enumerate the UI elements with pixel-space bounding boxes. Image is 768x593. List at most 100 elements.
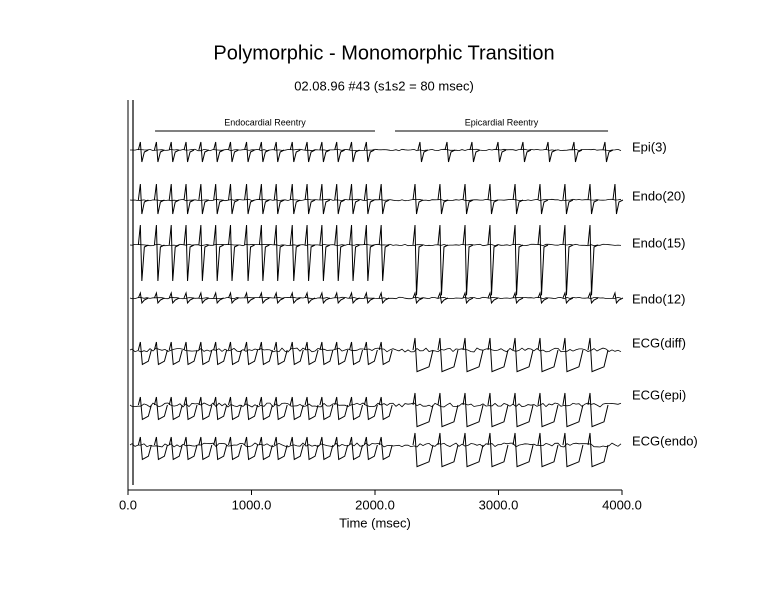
beat: [273, 436, 288, 461]
beat: [213, 291, 224, 305]
beat: [512, 337, 534, 373]
beat: [487, 291, 499, 305]
beat: [304, 291, 316, 305]
x-tick-label: 1000.0: [232, 497, 272, 512]
beat: [334, 224, 345, 282]
beat: [213, 183, 224, 215]
beat: [612, 183, 624, 215]
beat: [289, 224, 301, 282]
beat: [520, 141, 532, 163]
trace-label: ECG(epi): [632, 387, 686, 402]
beat: [198, 291, 210, 305]
beat: [319, 341, 334, 366]
beat: [213, 436, 228, 461]
beat: [183, 436, 198, 461]
beat: [462, 291, 474, 305]
beat: [304, 396, 319, 421]
beat: [363, 183, 375, 215]
beat: [349, 224, 360, 282]
beat: [258, 291, 270, 305]
beat: [137, 396, 152, 421]
beat: [562, 291, 574, 305]
beat: [437, 432, 459, 468]
beat: [571, 141, 583, 163]
trace-label: Endo(20): [632, 188, 685, 203]
beat: [349, 396, 364, 421]
beat: [183, 291, 195, 305]
beat: [168, 436, 183, 461]
beat: [412, 337, 434, 373]
x-tick-label: 3000.0: [479, 497, 519, 512]
beat: [444, 141, 456, 163]
beat: [487, 183, 499, 215]
beat: [363, 341, 378, 366]
beat: [334, 436, 349, 461]
beat: [334, 341, 349, 366]
beat: [244, 436, 259, 461]
annotation: Epicardial Reentry: [465, 117, 539, 127]
beat: [228, 341, 242, 366]
beat: [462, 224, 474, 296]
beat: [378, 291, 390, 305]
beat: [319, 141, 331, 163]
beat: [319, 396, 334, 421]
beat: [487, 392, 509, 428]
beat: [183, 224, 195, 282]
beat: [334, 291, 345, 305]
beat: [289, 183, 301, 215]
beat: [562, 183, 574, 215]
beat: [273, 224, 285, 282]
beat: [495, 141, 507, 163]
beat: [437, 291, 449, 305]
beat: [228, 436, 242, 461]
beat: [289, 341, 304, 366]
beat: [244, 141, 255, 163]
beat: [512, 432, 534, 468]
beat: [319, 436, 334, 461]
beat: [487, 337, 509, 373]
beat: [289, 396, 304, 421]
trace-label: Epi(3): [632, 139, 667, 154]
beat: [562, 337, 584, 373]
beat: [462, 337, 484, 373]
beat: [137, 341, 152, 366]
beat: [587, 337, 609, 373]
beat: [213, 341, 228, 366]
beat: [153, 436, 168, 461]
beat: [512, 183, 524, 215]
beat: [213, 224, 224, 282]
x-tick-label: 0.0: [119, 497, 137, 512]
beat: [437, 337, 459, 373]
trace-label: Endo(12): [632, 291, 685, 306]
beat: [304, 436, 319, 461]
trace-label: Endo(15): [632, 235, 685, 250]
beat: [437, 183, 449, 215]
beat: [487, 432, 509, 468]
beat: [378, 183, 390, 215]
beat: [587, 291, 599, 305]
beat: [137, 436, 152, 461]
beat: [587, 224, 599, 296]
beat: [319, 291, 331, 305]
beat: [258, 436, 273, 461]
trace-baseline: [129, 442, 622, 448]
beat: [363, 396, 378, 421]
beat: [168, 341, 183, 366]
beat: [168, 141, 180, 163]
beat: [198, 436, 213, 461]
beat: [137, 224, 149, 282]
beat: [228, 224, 239, 282]
beat: [289, 436, 304, 461]
trace-baseline: [130, 148, 622, 152]
beat: [273, 341, 288, 366]
beat: [412, 183, 424, 215]
beat: [198, 183, 210, 215]
beat: [537, 392, 559, 428]
beat: [412, 392, 434, 428]
annotation: Endocardial Reentry: [224, 117, 306, 127]
beat: [512, 224, 524, 296]
trace-baseline: [129, 347, 622, 353]
beat: [183, 396, 198, 421]
beat: [378, 396, 393, 421]
